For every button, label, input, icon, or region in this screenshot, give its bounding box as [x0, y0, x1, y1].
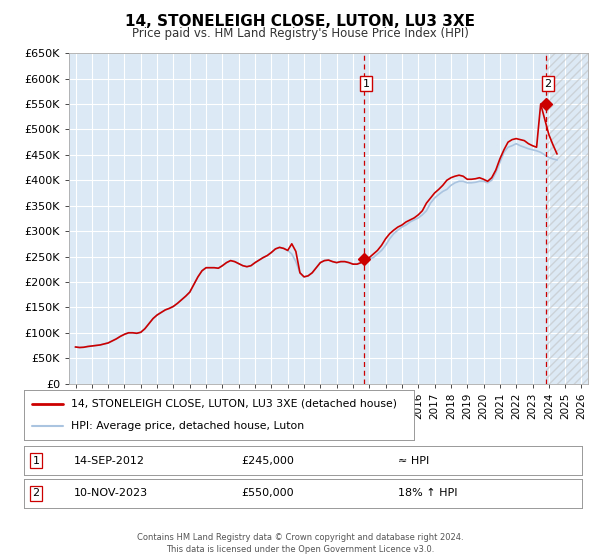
Text: 10-NOV-2023: 10-NOV-2023 — [74, 488, 148, 498]
Text: 14-SEP-2012: 14-SEP-2012 — [74, 456, 145, 466]
Text: £550,000: £550,000 — [242, 488, 294, 498]
Text: 1: 1 — [362, 79, 370, 88]
Text: 1: 1 — [32, 456, 40, 466]
Text: 18% ↑ HPI: 18% ↑ HPI — [398, 488, 457, 498]
Text: £245,000: £245,000 — [242, 456, 295, 466]
Text: ≈ HPI: ≈ HPI — [398, 456, 429, 466]
Text: 14, STONELEIGH CLOSE, LUTON, LU3 3XE: 14, STONELEIGH CLOSE, LUTON, LU3 3XE — [125, 14, 475, 29]
Text: 14, STONELEIGH CLOSE, LUTON, LU3 3XE (detached house): 14, STONELEIGH CLOSE, LUTON, LU3 3XE (de… — [71, 399, 397, 409]
Text: 2: 2 — [32, 488, 40, 498]
Text: HPI: Average price, detached house, Luton: HPI: Average price, detached house, Luto… — [71, 421, 304, 431]
Text: Contains HM Land Registry data © Crown copyright and database right 2024.
This d: Contains HM Land Registry data © Crown c… — [137, 533, 463, 554]
Text: 2: 2 — [544, 79, 551, 88]
Text: Price paid vs. HM Land Registry's House Price Index (HPI): Price paid vs. HM Land Registry's House … — [131, 27, 469, 40]
